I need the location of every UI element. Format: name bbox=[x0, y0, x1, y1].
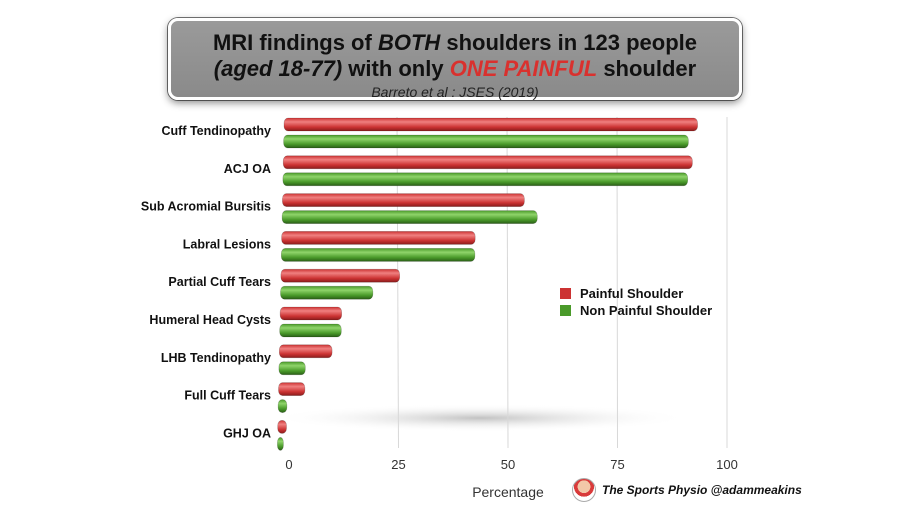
legend-label: Non Painful Shoulder bbox=[580, 303, 712, 318]
category-label: Partial Cuff Tears bbox=[168, 275, 271, 289]
title-text: shoulder bbox=[597, 56, 697, 81]
bar-non-painful bbox=[280, 285, 374, 300]
floor-shadow bbox=[270, 404, 690, 432]
category-label: Cuff Tendinopathy bbox=[162, 124, 272, 138]
x-tick-label: 75 bbox=[610, 457, 624, 472]
x-axis-label: Percentage bbox=[472, 484, 544, 500]
x-tick-label: 0 bbox=[285, 457, 292, 472]
bar-non-painful bbox=[282, 172, 688, 187]
gridline bbox=[396, 116, 399, 449]
title-text: MRI findings of bbox=[212, 30, 378, 55]
x-tick-label: 100 bbox=[716, 457, 738, 472]
gridlines bbox=[396, 116, 728, 449]
sports-physio-logo-icon bbox=[572, 478, 596, 502]
bar-painful bbox=[282, 193, 525, 207]
gridline bbox=[506, 116, 509, 449]
bar-non-painful bbox=[278, 361, 306, 376]
x-tick-label: 50 bbox=[501, 457, 515, 472]
bars bbox=[277, 117, 698, 451]
category-label: Humeral Head Cysts bbox=[149, 313, 271, 327]
bar-non-painful bbox=[280, 248, 476, 262]
footer-credit: The Sports Physio @adammeakins bbox=[572, 478, 802, 502]
chart-title-box: MRI findings of BOTH shoulders in 123 pe… bbox=[168, 18, 742, 100]
bar-non-painful bbox=[277, 399, 288, 413]
category-label: LHB Tendinopathy bbox=[161, 351, 271, 365]
legend-swatch-non-painful bbox=[560, 305, 571, 316]
legend: Painful Shoulder Non Painful Shoulder bbox=[560, 286, 712, 318]
category-labels: Cuff Tendinopathy ACJ OA Sub Acromial Burs… bbox=[141, 124, 271, 440]
bar-painful bbox=[279, 306, 343, 321]
legend-swatch-painful bbox=[560, 288, 571, 299]
bar-painful bbox=[277, 420, 287, 434]
category-label: GHJ OA bbox=[223, 426, 271, 440]
title-emphasis-both: BOTH bbox=[377, 30, 441, 55]
bar-painful bbox=[283, 117, 698, 132]
chart-title-line-2: (aged 18-77) with only ONE PAINFUL shoul… bbox=[171, 56, 739, 82]
bar-painful bbox=[278, 382, 306, 396]
chart-title-line-1: MRI findings of BOTH shoulders in 123 pe… bbox=[171, 30, 739, 56]
category-label: Labral Lesions bbox=[183, 237, 271, 251]
category-label: ACJ OA bbox=[224, 162, 271, 176]
bar-non-painful bbox=[283, 134, 689, 149]
title-emphasis-one-painful: ONE PAINFUL bbox=[449, 56, 598, 81]
bar-painful bbox=[282, 155, 693, 170]
category-label: Full Cuff Tears bbox=[184, 389, 271, 403]
footer-credit-text: The Sports Physio @adammeakins bbox=[602, 483, 802, 497]
title-text: with only bbox=[342, 56, 450, 81]
floor-shadow-ellipse bbox=[270, 404, 690, 432]
category-label: Sub Acromial Bursitis bbox=[141, 200, 271, 214]
bar-painful bbox=[281, 231, 476, 245]
title-age-range: (aged 18-77) bbox=[213, 56, 343, 81]
bar-non-painful bbox=[281, 210, 538, 224]
bar-non-painful bbox=[277, 437, 284, 451]
x-axis-ticks: 0 25 50 75 100 bbox=[285, 457, 737, 472]
x-tick-label: 25 bbox=[391, 457, 405, 472]
chart-source: Barreto et al : JSES (2019) bbox=[371, 84, 539, 100]
bar-painful bbox=[278, 344, 333, 359]
bar-painful bbox=[280, 268, 400, 283]
bar-non-painful bbox=[279, 323, 342, 338]
gridline bbox=[616, 116, 618, 449]
title-text: shoulders in 123 people bbox=[440, 30, 698, 55]
legend-label: Painful Shoulder bbox=[580, 286, 683, 301]
